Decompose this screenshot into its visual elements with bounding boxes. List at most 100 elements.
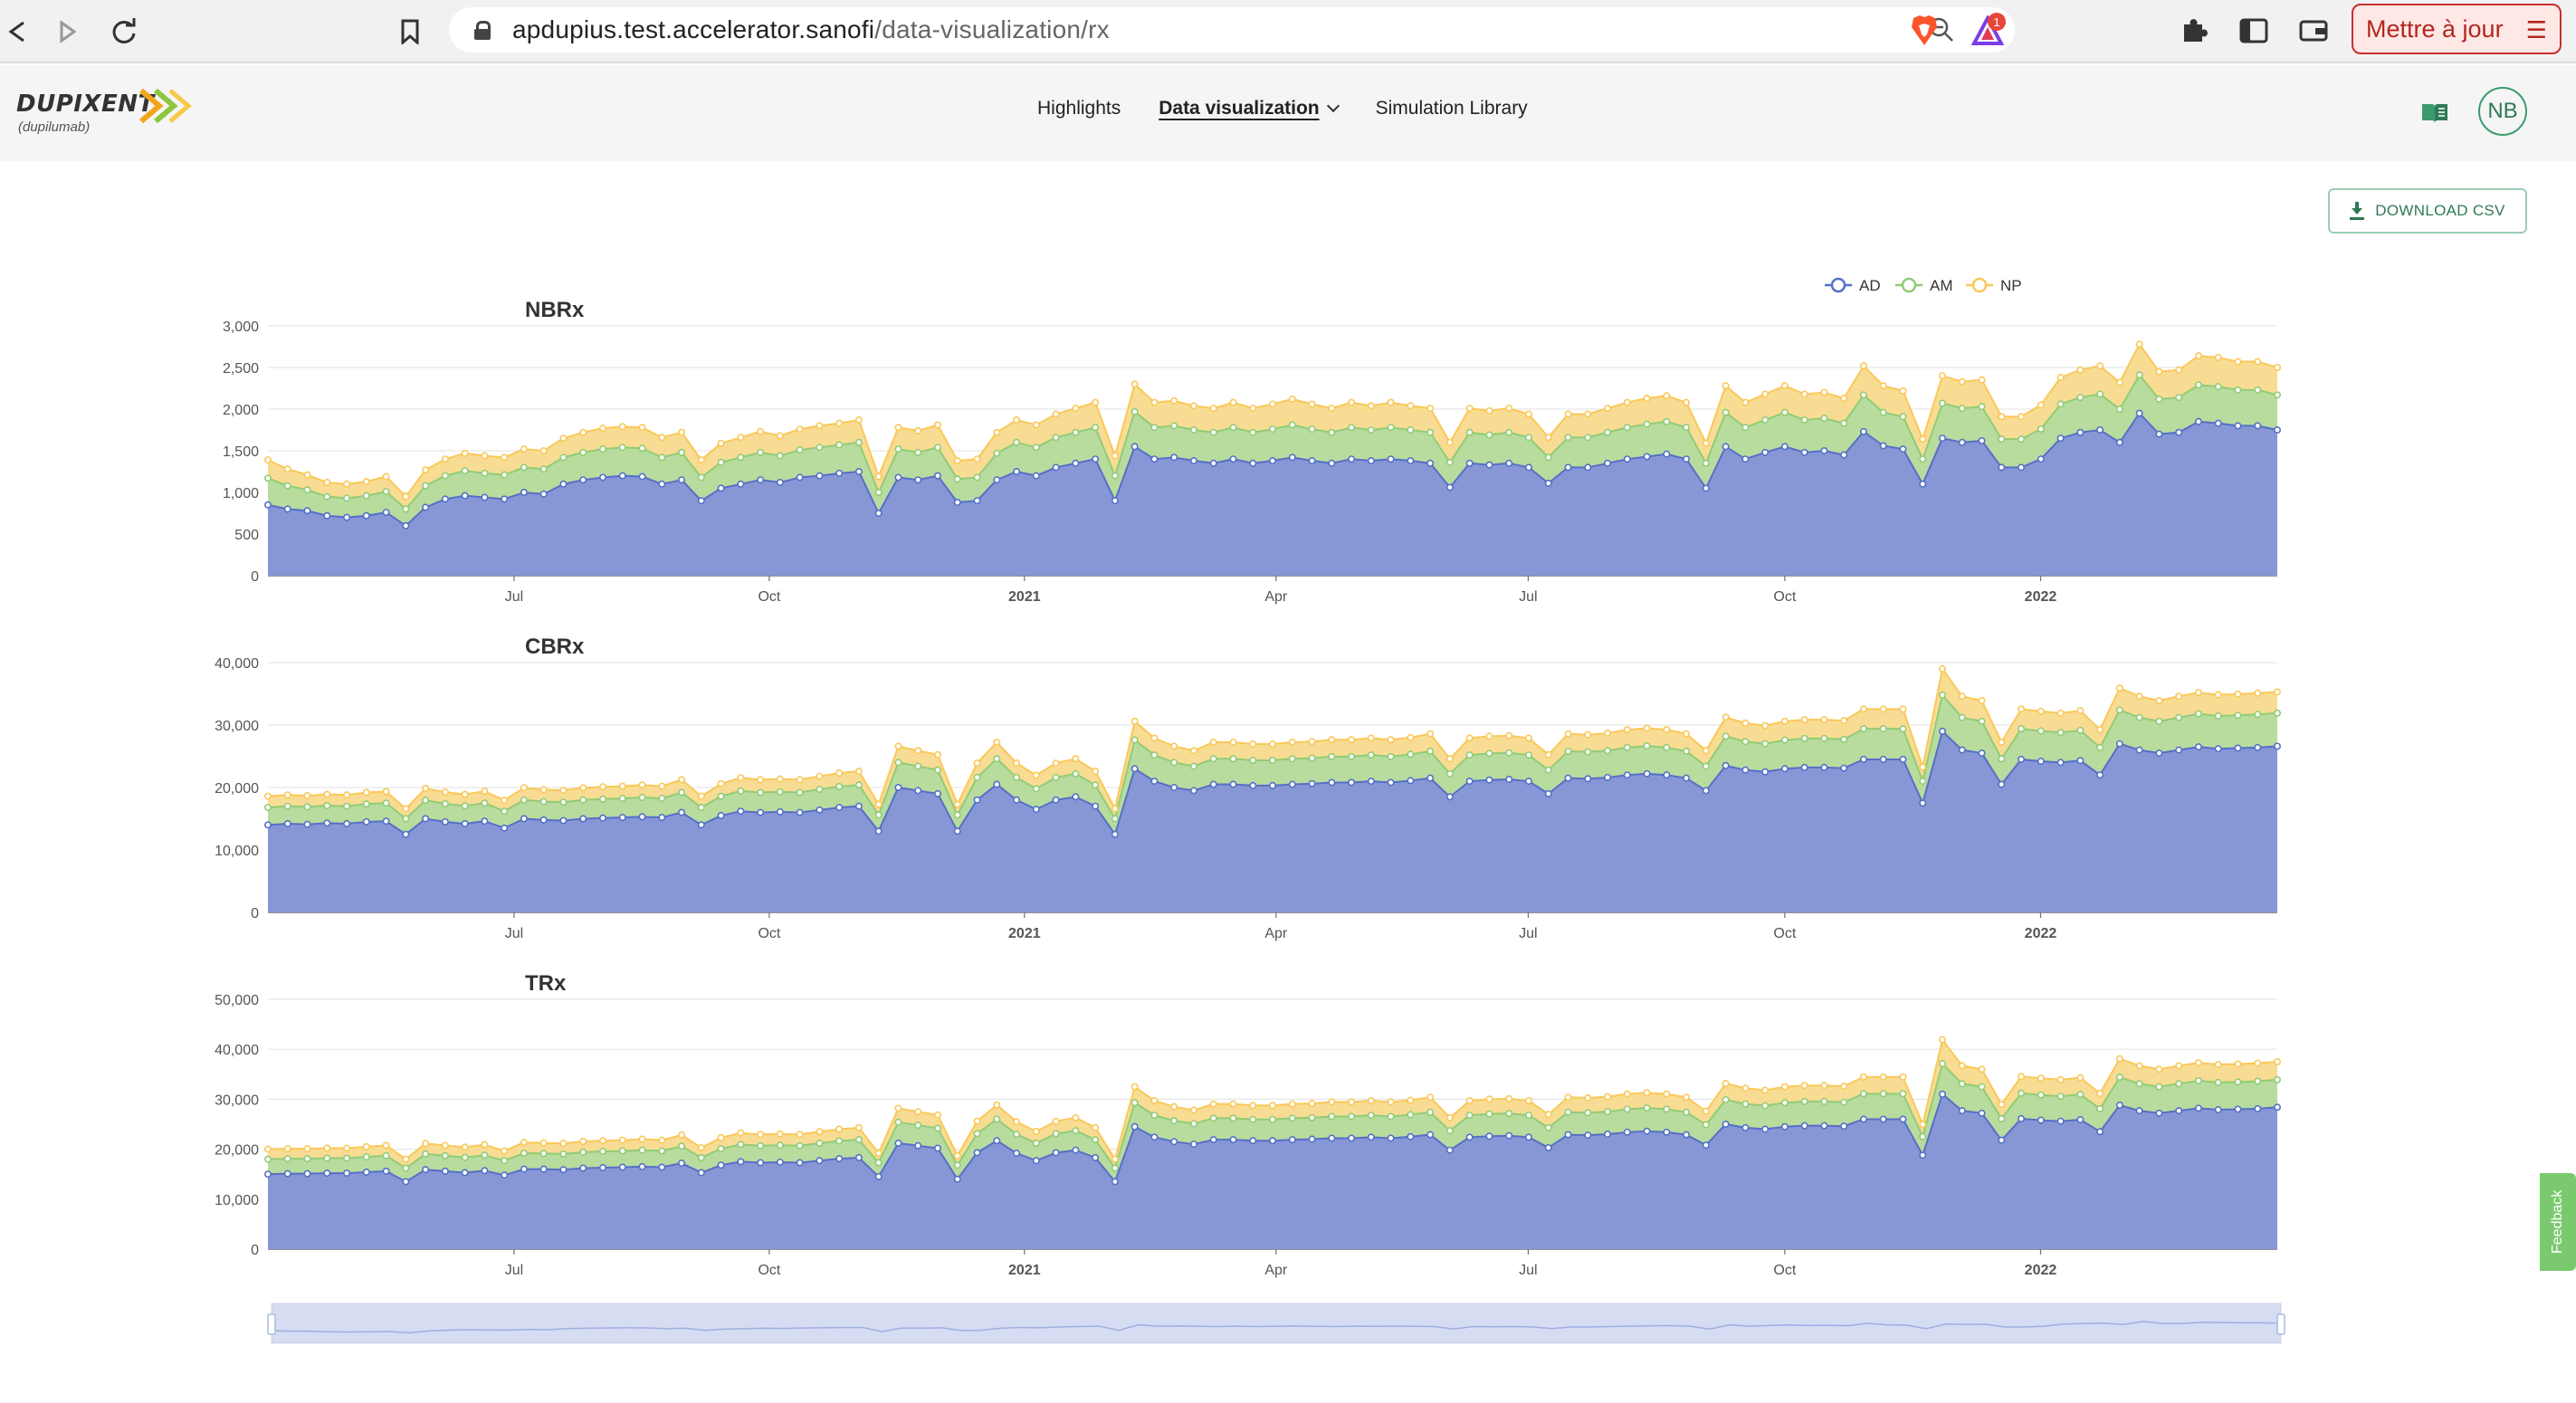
data-point — [874, 800, 883, 808]
feedback-tab[interactable]: Feedback — [2540, 1173, 2576, 1271]
data-point — [757, 808, 765, 816]
data-point — [1998, 435, 2006, 444]
data-point — [2096, 1128, 2104, 1136]
data-point — [1367, 751, 1375, 759]
data-point — [283, 505, 291, 513]
data-point — [1426, 405, 1435, 413]
data-point — [1564, 434, 1572, 442]
data-point — [2274, 1075, 2282, 1083]
date-range-slider[interactable] — [267, 1303, 2285, 1344]
data-point — [2037, 727, 2045, 735]
data-point — [382, 1141, 390, 1150]
avatar[interactable]: NB — [2478, 87, 2527, 136]
data-point — [1663, 450, 1671, 458]
data-point — [934, 472, 942, 480]
data-point — [1761, 390, 1770, 398]
rewards-triangle-icon[interactable]: 1 — [1970, 13, 2006, 49]
data-point — [1111, 830, 1119, 838]
brave-shield-icon[interactable] — [1906, 13, 1942, 49]
data-point — [658, 1147, 666, 1155]
data-point — [2214, 1078, 2222, 1086]
nav-highlights[interactable]: Highlights — [1037, 98, 1121, 119]
brand-logo[interactable]: DUPIXENT (dupilumab) — [16, 83, 197, 147]
data-point — [934, 1124, 942, 1132]
data-point — [1426, 730, 1435, 738]
data-point — [1643, 769, 1651, 778]
data-point — [481, 1167, 489, 1175]
data-point — [1604, 459, 1612, 467]
data-point — [1209, 1114, 1217, 1122]
data-point — [579, 1148, 587, 1156]
data-point — [1092, 768, 1100, 776]
data-point — [422, 815, 430, 823]
legend-label: AD — [1859, 277, 1881, 294]
reload-icon[interactable] — [107, 14, 141, 49]
data-point — [2076, 366, 2085, 374]
data-point — [2115, 740, 2123, 748]
data-point — [1426, 1108, 1435, 1116]
data-point — [1367, 402, 1375, 410]
sidebar-icon[interactable] — [2236, 13, 2272, 49]
data-point — [481, 469, 489, 477]
data-point — [1741, 424, 1750, 432]
y-tick-label: 3,000 — [223, 320, 259, 335]
data-point — [973, 473, 981, 482]
nav-simulation-library[interactable]: Simulation Library — [1375, 98, 1528, 119]
data-point — [559, 453, 568, 462]
forward-icon[interactable] — [51, 14, 85, 49]
bookmark-icon[interactable] — [393, 14, 427, 49]
data-point — [1328, 459, 1336, 467]
data-point — [303, 803, 311, 811]
legend-marker — [1830, 277, 1846, 293]
data-point — [678, 776, 686, 784]
data-point — [973, 1117, 981, 1125]
data-point — [1939, 1036, 1947, 1044]
data-point — [2135, 746, 2143, 754]
data-point — [697, 456, 705, 464]
data-point — [1131, 717, 1139, 725]
data-point — [1249, 405, 1257, 413]
update-button[interactable]: Mettre à jour ☰ — [2352, 4, 2562, 54]
data-point — [441, 817, 449, 826]
slider-handle-right[interactable] — [2276, 1313, 2285, 1335]
data-point — [579, 815, 587, 823]
data-point — [1052, 410, 1060, 418]
data-point — [1524, 734, 1532, 742]
data-point — [461, 467, 469, 475]
data-point — [1978, 1065, 1986, 1074]
data-point — [2234, 386, 2242, 394]
data-point — [1288, 1100, 1296, 1108]
data-point — [2018, 435, 2026, 444]
data-point — [539, 797, 548, 806]
data-point — [1859, 391, 1867, 399]
data-point — [1939, 372, 1947, 380]
data-point — [1978, 403, 1986, 411]
book-icon[interactable] — [2420, 101, 2449, 125]
data-point — [2274, 709, 2282, 717]
y-tick-label: 1,500 — [223, 444, 259, 460]
slider-handle-left[interactable] — [267, 1313, 276, 1335]
data-point — [678, 1142, 686, 1150]
data-point — [1328, 778, 1336, 787]
data-point — [638, 781, 646, 789]
data-point — [2214, 1105, 2222, 1113]
address-bar[interactable]: apdupius.test.accelerator.sanofi/data-vi… — [449, 7, 2015, 52]
data-point — [1209, 459, 1217, 467]
data-point — [993, 755, 1001, 763]
data-point — [1544, 434, 1552, 442]
data-point — [934, 750, 942, 759]
data-point — [598, 445, 606, 453]
data-point — [501, 824, 509, 832]
data-point — [1209, 780, 1217, 788]
data-point — [618, 1136, 626, 1144]
puzzle-icon[interactable] — [2176, 13, 2212, 49]
wallet-icon[interactable] — [2295, 13, 2332, 49]
back-icon[interactable] — [0, 14, 34, 49]
data-point — [1643, 724, 1651, 732]
data-point — [973, 1130, 981, 1138]
data-point — [2096, 1104, 2104, 1112]
download-csv-button[interactable]: DOWNLOAD CSV — [2328, 188, 2527, 234]
data-point — [2254, 1059, 2262, 1067]
data-point — [2135, 1107, 2143, 1115]
nav-data-visualization[interactable]: Data visualization — [1159, 98, 1340, 119]
